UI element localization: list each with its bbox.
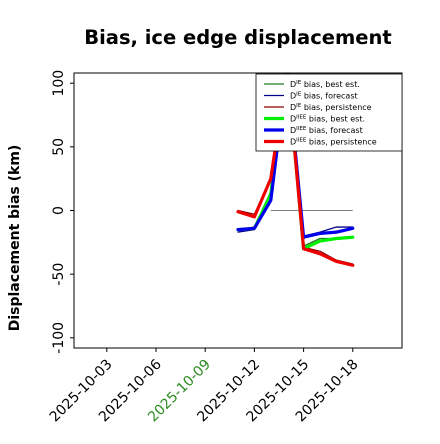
legend-label-superscript: IIEE xyxy=(296,138,307,144)
y-tick-label-4: 50 xyxy=(51,138,67,156)
legend-label-2: DIE bias, forecast xyxy=(290,92,358,101)
legend-label-text: bias, forecast xyxy=(306,126,362,135)
y-tick-label-3: 0 xyxy=(51,206,67,215)
legend-label-text: bias, best est. xyxy=(306,115,365,124)
legend-label-text: bias, best est. xyxy=(301,80,360,89)
legend-label-superscript: IIEE xyxy=(296,115,307,121)
legend-label-superscript: IE xyxy=(296,103,302,109)
legend: DIE bias, best est.DIE bias, forecastDIE… xyxy=(255,73,403,152)
y-axis: -100 -50 0 50 100 xyxy=(51,70,74,354)
y-axis-label: Displacement bias (km) xyxy=(7,145,23,332)
series-line-6 xyxy=(236,73,355,267)
x-axis: 2025-10-032025-10-062025-10-092025-10-12… xyxy=(47,348,362,425)
legend-box xyxy=(255,73,403,152)
legend-label-symbol: D xyxy=(290,126,296,135)
legend-label-symbol: D xyxy=(290,92,296,101)
legend-label-superscript: IE xyxy=(296,92,302,98)
legend-label-symbol: D xyxy=(290,103,296,112)
legend-label-text: bias, persistence xyxy=(301,103,371,112)
legend-label-superscript: IIEE xyxy=(296,126,307,132)
legend-label-superscript: IE xyxy=(296,80,302,86)
legend-label-symbol: D xyxy=(290,138,296,147)
legend-label-text: bias, forecast xyxy=(301,92,357,101)
y-tick-label-2: -50 xyxy=(51,263,67,286)
legend-label-4: DIIEE bias, best est. xyxy=(290,115,365,124)
series-layer xyxy=(236,73,355,267)
legend-label-text: bias, persistence xyxy=(306,138,376,147)
legend-label-symbol: D xyxy=(290,80,296,89)
y-tick-label-1: -100 xyxy=(51,322,67,354)
y-tick-label-5: 100 xyxy=(51,70,67,97)
legend-label-3: DIE bias, persistence xyxy=(290,103,372,112)
legend-label-1: DIE bias, best est. xyxy=(290,80,360,89)
legend-label-6: DIIEE bias, persistence xyxy=(290,138,377,147)
chart-title: Bias, ice edge displacement xyxy=(84,26,392,49)
legend-label-symbol: D xyxy=(290,115,296,124)
legend-label-5: DIIEE bias, forecast xyxy=(290,126,363,135)
